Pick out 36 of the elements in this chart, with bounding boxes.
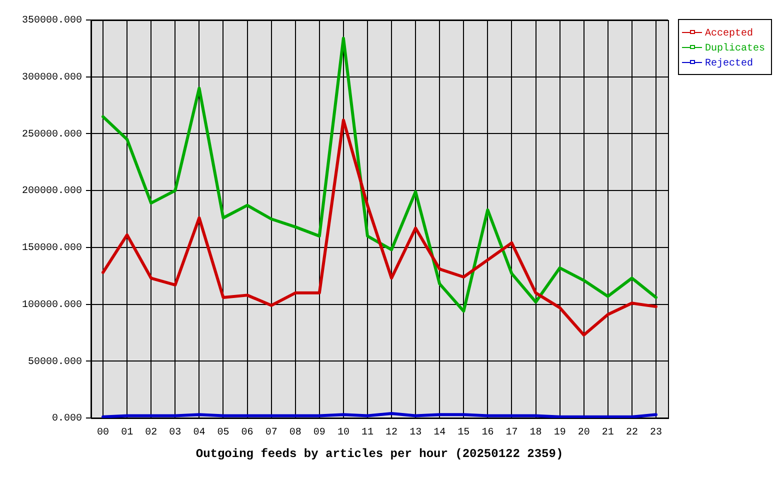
x-tick-label: 08 xyxy=(289,428,302,439)
x-tick-label: 05 xyxy=(217,428,230,439)
y-tick-label: 50000.000 xyxy=(28,356,82,368)
x-tick-label: 18 xyxy=(530,428,542,439)
x-tick-label: 10 xyxy=(337,428,350,439)
legend-label: Duplicates xyxy=(705,42,766,55)
x-tick-label: 02 xyxy=(145,428,158,439)
x-tick-label: 21 xyxy=(602,428,614,439)
x-tick-label: 20 xyxy=(578,428,590,439)
x-tick-label: 13 xyxy=(410,428,422,439)
y-tick-label: 300000.000 xyxy=(22,72,82,84)
x-tick-label: 09 xyxy=(313,428,326,439)
x-tick-label: 16 xyxy=(482,428,494,439)
y-tick-label: 100000.000 xyxy=(22,300,82,311)
x-tick-label: 01 xyxy=(121,428,134,439)
y-tick-label: 250000.000 xyxy=(22,129,82,140)
x-axis-title: Outgoing feeds by articles per hour (20250122 2359) xyxy=(196,447,564,462)
y-tick-label: 150000.000 xyxy=(22,243,82,254)
x-tick-label: 00 xyxy=(97,428,110,439)
x-tick-label: 11 xyxy=(361,428,374,439)
y-tick-label: 200000.000 xyxy=(22,186,82,198)
x-tick-label: 03 xyxy=(169,428,182,439)
x-tick-label: 23 xyxy=(650,428,662,439)
x-tick-label: 19 xyxy=(554,428,566,439)
legend-label: Accepted xyxy=(705,28,754,40)
x-tick-label: 12 xyxy=(386,428,398,439)
y-tick-label: 0.000 xyxy=(52,414,82,425)
x-tick-label: 17 xyxy=(506,428,518,439)
x-tick-label: 14 xyxy=(434,428,446,439)
x-tick-label: 04 xyxy=(193,428,206,439)
x-tick-label: 22 xyxy=(626,428,638,439)
x-tick-label: 07 xyxy=(265,428,278,439)
x-tick-label: 15 xyxy=(458,428,470,439)
x-tick-label: 06 xyxy=(241,428,254,439)
y-tick-label: 350000.000 xyxy=(22,16,82,27)
legend-label: Rejected xyxy=(705,58,754,70)
